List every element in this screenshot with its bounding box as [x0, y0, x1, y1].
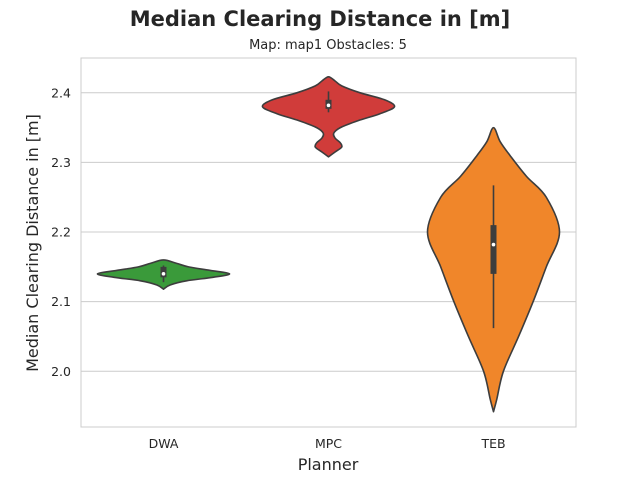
- y-tick-label: 2.3: [51, 155, 71, 170]
- y-tick-label: 2.1: [51, 294, 71, 309]
- median-marker: [326, 103, 331, 108]
- x-tick-label: TEB: [480, 436, 505, 451]
- chart-subtitle: Map: map1 Obstacles: 5: [249, 38, 407, 53]
- y-tick-label: 2.2: [51, 225, 71, 240]
- violin-body: [261, 76, 396, 158]
- violin-mpc: [261, 76, 396, 158]
- y-tick-label: 2.4: [51, 85, 71, 100]
- x-tick-labels: DWA MPC TEB: [149, 436, 506, 451]
- violins: [96, 76, 561, 413]
- x-tick-label: MPC: [315, 436, 342, 451]
- median-marker: [491, 242, 496, 247]
- plot-frame: [80, 57, 577, 428]
- violin-teb: [426, 126, 561, 413]
- median-marker: [161, 272, 166, 276]
- x-tick-label: DWA: [149, 436, 179, 451]
- y-tick-labels: 2.0 2.1 2.2 2.3 2.4: [51, 85, 71, 378]
- chart-title: Median Clearing Distance in [m]: [130, 7, 511, 31]
- y-tick-label: 2.0: [51, 364, 71, 379]
- y-axis-label: Median Clearing Distance in [m]: [23, 114, 42, 372]
- x-axis-label: Planner: [298, 455, 359, 474]
- violin-dwa: [96, 259, 231, 290]
